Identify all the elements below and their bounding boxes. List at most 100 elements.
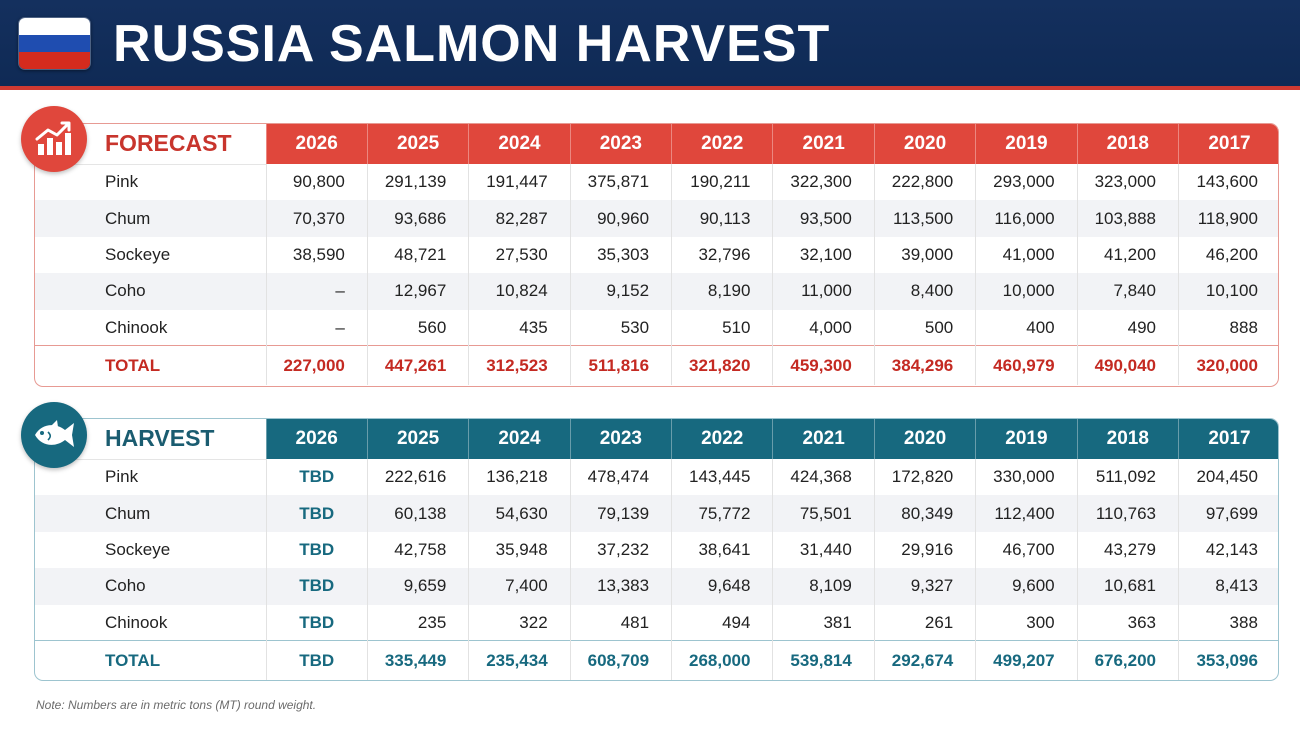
species-label: Chum: [35, 495, 266, 532]
total-cell: 227,000: [265, 345, 368, 385]
table-cell: 481: [569, 604, 672, 641]
table-cell: 103,888: [1076, 200, 1179, 237]
table-cell: 54,630: [468, 495, 571, 532]
table-cell: 43,279: [1076, 531, 1179, 569]
table-cell: 10,100: [1178, 273, 1278, 310]
flag-stripe-white: [19, 18, 90, 35]
table-cell: 204,450: [1178, 459, 1278, 496]
table-cell: TBD: [265, 459, 368, 496]
year-header: 2021: [772, 419, 875, 459]
total-cell: 320,000: [1178, 345, 1278, 385]
table-cell: 9,327: [873, 568, 976, 605]
year-header: 2019: [975, 124, 1078, 164]
table-cell: 90,113: [671, 200, 773, 237]
year-header: 2017: [1178, 419, 1278, 459]
flag-stripe-blue: [19, 35, 90, 52]
table-row: Coho TBD 9,659 7,400 13,383 9,648 8,109 …: [35, 568, 1278, 605]
year-header: 2022: [671, 419, 773, 459]
table-row: Chinook TBD 235 322 481 494 381 261 300 …: [35, 604, 1278, 641]
year-header: 2023: [569, 124, 672, 164]
table-cell: 381: [772, 604, 875, 641]
table-cell: 110,763: [1076, 495, 1179, 532]
table-cell: 46,200: [1178, 236, 1278, 274]
species-label: Coho: [35, 568, 266, 605]
table-cell: 75,501: [772, 495, 875, 532]
year-header: 2019: [975, 419, 1078, 459]
total-cell: 353,096: [1178, 640, 1278, 680]
table-cell: 10,824: [468, 273, 571, 310]
table-row: Pink 90,800 291,139 191,447 375,871 190,…: [35, 164, 1278, 201]
table-cell: 32,100: [772, 236, 875, 274]
flag-stripe-red: [19, 52, 90, 69]
species-label: Coho: [35, 273, 266, 310]
table-cell: 500: [873, 309, 976, 346]
table-row: Sockeye 38,590 48,721 27,530 35,303 32,7…: [35, 236, 1278, 274]
table-cell: 478,474: [569, 459, 672, 496]
table-cell: 35,303: [569, 236, 672, 274]
table-cell: TBD: [265, 568, 368, 605]
table-cell: 400: [975, 309, 1078, 346]
table-cell: 38,590: [265, 236, 368, 274]
table-cell: 31,440: [772, 531, 875, 569]
table-cell: 494: [671, 604, 773, 641]
table-cell: 7,400: [468, 568, 571, 605]
table-cell: 8,413: [1178, 568, 1278, 605]
table-cell: 93,686: [366, 200, 469, 237]
table-cell: 112,400: [975, 495, 1078, 532]
year-header: 2018: [1076, 124, 1179, 164]
total-cell: 312,523: [468, 345, 571, 385]
table-cell: –: [265, 309, 368, 346]
table-cell: 4,000: [772, 309, 875, 346]
total-cell: 511,816: [569, 345, 672, 385]
total-cell: 499,207: [975, 640, 1078, 680]
table-cell: 79,139: [569, 495, 672, 532]
year-header: 2025: [366, 124, 469, 164]
table-row: Coho – 12,967 10,824 9,152 8,190 11,000 …: [35, 273, 1278, 310]
species-label: Sockeye: [105, 539, 171, 559]
table-cell: 9,659: [366, 568, 469, 605]
year-header: 2020: [873, 124, 976, 164]
year-header: 2018: [1076, 419, 1179, 459]
table-row: Sockeye TBD 42,758 35,948 37,232 38,641 …: [35, 531, 1278, 569]
table-cell: 90,800: [265, 164, 368, 201]
table-cell: 143,600: [1178, 164, 1278, 201]
table-cell: 490: [1076, 309, 1179, 346]
table-cell: 116,000: [975, 200, 1078, 237]
forecast-table: FORECAST 2026 2025 2024 2023 2022 2021 2…: [35, 124, 1278, 385]
species-label: Chinook: [105, 317, 168, 337]
table-cell: 388: [1178, 604, 1278, 641]
table-cell: 8,190: [671, 273, 773, 310]
table-cell: TBD: [265, 604, 368, 641]
year-header: 2023: [569, 419, 672, 459]
table-cell: 322,300: [772, 164, 875, 201]
table-cell: 261: [873, 604, 976, 641]
fish-icon: [21, 402, 87, 468]
year-header: 2017: [1178, 124, 1278, 164]
total-cell: 335,449: [366, 640, 469, 680]
table-cell: 136,218: [468, 459, 571, 496]
table-cell: 235: [366, 604, 469, 641]
total-cell: 268,000: [671, 640, 773, 680]
table-cell: 10,681: [1076, 568, 1179, 605]
table-cell: 375,871: [569, 164, 672, 201]
total-cell: 447,261: [366, 345, 469, 385]
table-row: Chum TBD 60,138 54,630 79,139 75,772 75,…: [35, 495, 1278, 532]
table-cell: 39,000: [873, 236, 976, 274]
forecast-header-row: FORECAST 2026 2025 2024 2023 2022 2021 2…: [35, 124, 1278, 165]
table-row: Chinook – 560 435 530 510 4,000 500 400 …: [35, 309, 1278, 346]
chart-trend-icon: [21, 106, 87, 172]
year-header: 2020: [873, 419, 976, 459]
table-cell: 560: [366, 309, 469, 346]
table-cell: 113,500: [873, 200, 976, 237]
total-row: TOTAL TBD 335,449 235,434 608,709 268,00…: [35, 640, 1278, 680]
total-cell: 539,814: [772, 640, 875, 680]
table-cell: 35,948: [468, 531, 571, 569]
table-cell: 93,500: [772, 200, 875, 237]
table-cell: 10,000: [975, 273, 1078, 310]
page-header: RUSSIA SALMON HARVEST: [0, 0, 1300, 86]
forecast-table-panel: FORECAST 2026 2025 2024 2023 2022 2021 2…: [34, 123, 1279, 387]
total-label: TOTAL: [35, 345, 266, 385]
total-cell: 459,300: [772, 345, 875, 385]
table-cell: 300: [975, 604, 1078, 641]
table-cell: 8,109: [772, 568, 875, 605]
